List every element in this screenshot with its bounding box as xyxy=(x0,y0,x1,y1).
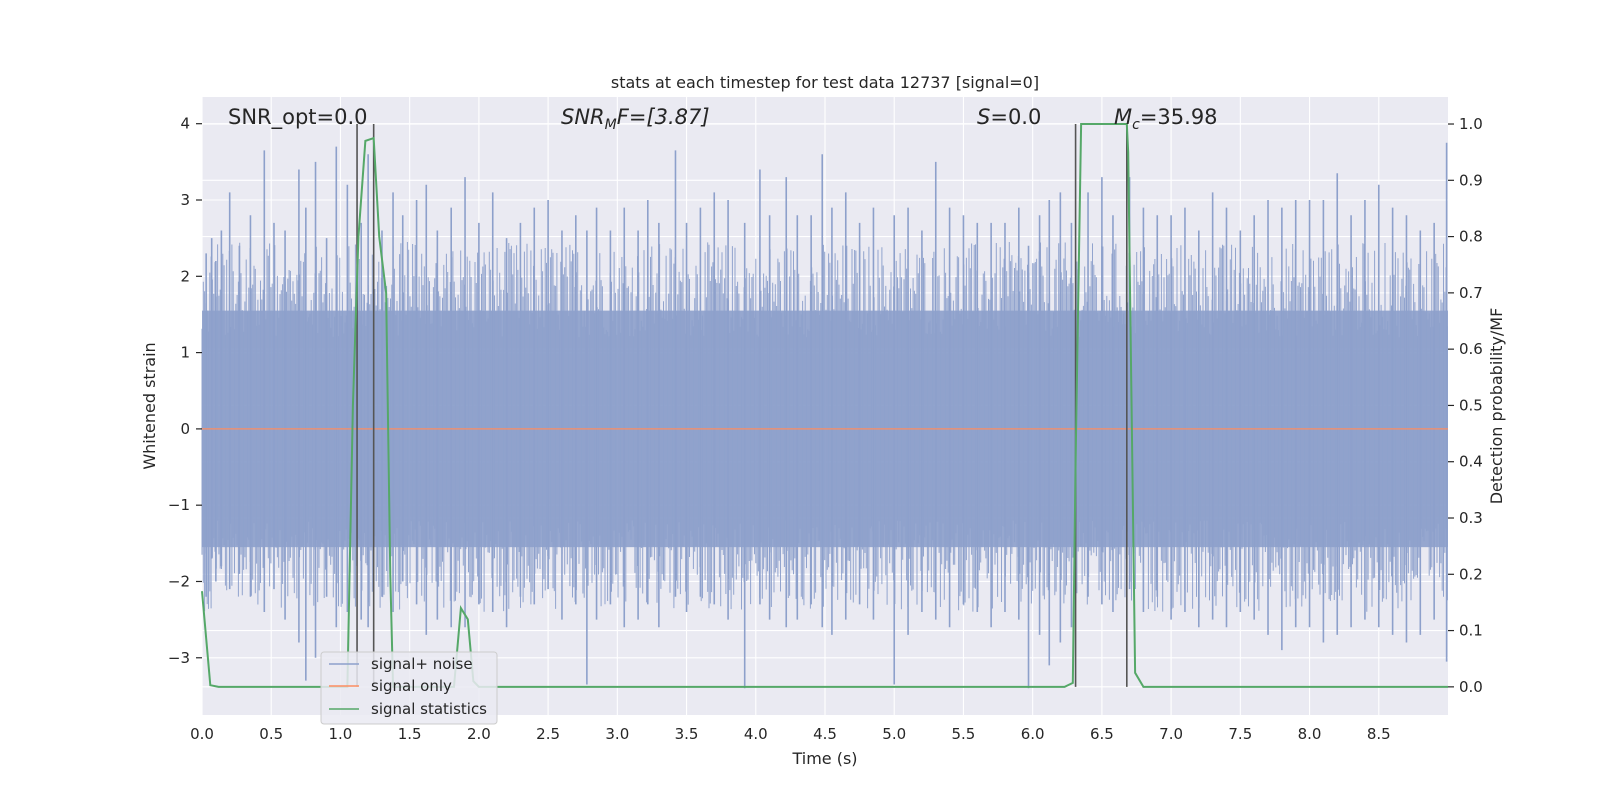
y-right-tick-label: 0.5 xyxy=(1459,396,1483,414)
x-tick-label: 8.5 xyxy=(1367,725,1391,743)
x-tick-label: 3.0 xyxy=(605,725,629,743)
y-left-tick-label: 4 xyxy=(180,115,190,133)
chart-title: stats at each timestep for test data 127… xyxy=(611,73,1039,92)
s-annotation: S=0.0 xyxy=(977,105,1041,129)
snr-mf-annotation: SNRMF=[3.87] xyxy=(561,105,710,133)
y-left-tick-label: 0 xyxy=(180,420,190,438)
x-tick-label: 3.5 xyxy=(675,725,699,743)
x-axis-label: Time (s) xyxy=(791,749,857,768)
signal-noise-series xyxy=(201,142,1448,689)
y-axis-left-label: Whitened strain xyxy=(140,342,159,469)
x-tick-label: 5.5 xyxy=(952,725,976,743)
y-axis-right-label: Detection probability/MF xyxy=(1487,308,1506,505)
legend-label-signal-noise: signal+ noise xyxy=(371,655,473,673)
x-tick-label: 1.0 xyxy=(329,725,353,743)
y-right-tick-label: 0.6 xyxy=(1459,340,1483,358)
y-left-tick-label: 3 xyxy=(180,191,190,209)
mc-annotation: Mc=35.98 xyxy=(1114,105,1218,133)
x-tick-label: 2.0 xyxy=(467,725,491,743)
y-right-tick-label: 0.1 xyxy=(1459,622,1483,640)
legend: signal+ noise signal only signal statist… xyxy=(320,651,498,725)
y-right-tick-label: 0.9 xyxy=(1459,171,1483,189)
x-tick-label: 7.0 xyxy=(1159,725,1183,743)
signal-statistics-series xyxy=(201,123,1448,688)
y-left-tick-label: −1 xyxy=(168,496,190,514)
x-tick-label: 6.5 xyxy=(1090,725,1114,743)
legend-box xyxy=(320,651,498,725)
y-left-tick-label: 1 xyxy=(180,344,190,362)
y-right-tick-label: 0.8 xyxy=(1459,228,1483,246)
x-tick-label: 5.0 xyxy=(882,725,906,743)
x-tick-label: 4.5 xyxy=(813,725,837,743)
x-tick-label: 0.5 xyxy=(259,725,283,743)
x-tick-label: 0.0 xyxy=(190,725,214,743)
x-tick-label: 6.0 xyxy=(1021,725,1045,743)
x-tick-label: 7.5 xyxy=(1228,725,1252,743)
y-left-tick-label: 2 xyxy=(180,267,190,285)
y-left-tick-label: −3 xyxy=(168,649,190,667)
x-tick-label: 2.5 xyxy=(536,725,560,743)
y-right-tick-label: 0.2 xyxy=(1459,565,1483,583)
x-tick-label: 1.5 xyxy=(398,725,422,743)
y-right-tick-label: 0.3 xyxy=(1459,509,1483,527)
y-right-tick-label: 0.0 xyxy=(1459,678,1483,696)
x-tick-label: 8.0 xyxy=(1298,725,1322,743)
legend-label-signal-only: signal only xyxy=(371,677,452,695)
y-right-tick-label: 1.0 xyxy=(1459,115,1483,133)
y-right-tick-label: 0.4 xyxy=(1459,453,1483,471)
x-tick-label: 4.0 xyxy=(744,725,768,743)
signal-statistics-line xyxy=(201,123,1448,688)
tick-labels: 0.0 0.5 1.0 1.5 2.0 2.5 3.0 3.5 4.0 4.5 5.0 5.5 6.0 6… xyxy=(168,115,1483,743)
legend-label-signal-statistics: signal statistics xyxy=(371,700,487,718)
y-left-tick-label: −2 xyxy=(168,572,190,590)
y-right-tick-label: 0.7 xyxy=(1459,284,1483,302)
snr-opt-annotation: SNR_opt=0.0 xyxy=(228,105,368,130)
